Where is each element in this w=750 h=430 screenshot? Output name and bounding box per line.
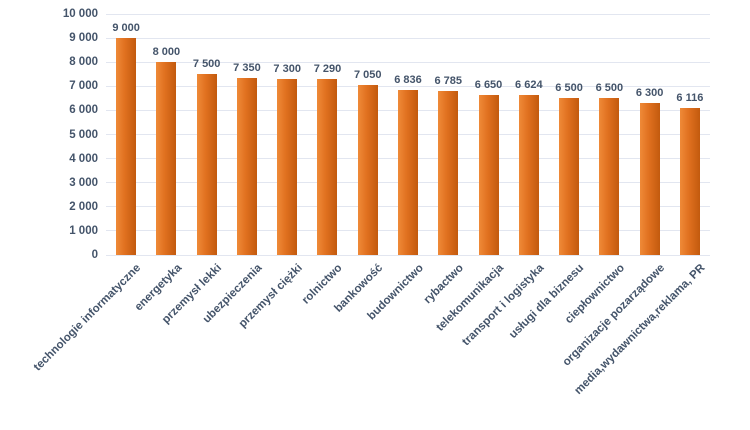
bar [679, 107, 700, 255]
bar [398, 90, 418, 255]
bar [438, 91, 459, 255]
bar [357, 85, 378, 255]
bar-value-label: 6 500 [555, 82, 583, 95]
bar-value-label: 6 785 [434, 75, 463, 88]
bar [518, 95, 539, 255]
bar [478, 94, 499, 255]
x-axis-category-label: usługi dla biznesu [507, 262, 587, 341]
bar-value-label: 6 116 [676, 91, 704, 104]
bar [277, 79, 298, 255]
bar [156, 62, 177, 255]
bar [559, 98, 580, 255]
bar-value-label: 6 624 [515, 79, 543, 92]
gridline [106, 254, 710, 256]
y-axis-tick-label: 9 000 [69, 32, 98, 45]
gridline [106, 37, 710, 39]
bar-value-label: 8 000 [152, 46, 181, 59]
bar-value-label: 6 300 [635, 87, 664, 100]
bar [639, 103, 660, 255]
bar-value-label: 7 290 [313, 63, 342, 76]
y-axis-tick-label: 10 000 [62, 8, 98, 20]
x-axis-category-label: technologie informatyczne [32, 262, 144, 374]
y-axis-tick-label: 3 000 [69, 176, 98, 189]
bar-value-label: 7 300 [273, 63, 301, 76]
y-axis-tick-label: 8 000 [69, 56, 98, 69]
bar-value-label: 6 836 [394, 74, 422, 87]
bar-value-label: 6 650 [474, 78, 503, 91]
y-axis-tick-label: 0 [91, 249, 98, 261]
bar [236, 77, 257, 255]
bar [599, 98, 620, 255]
bar [317, 79, 338, 255]
bar-value-label: 9 000 [112, 22, 140, 35]
y-axis-tick-label: 6 000 [69, 104, 98, 117]
bar-value-label: 7 350 [233, 61, 261, 74]
gridline [106, 61, 710, 63]
gridline [106, 13, 710, 15]
bar [196, 74, 217, 255]
bar-value-label: 6 500 [595, 82, 624, 95]
y-axis-tick-label: 5 000 [69, 128, 98, 141]
y-axis-tick-label: 7 000 [69, 80, 98, 93]
bar-value-label: 7 500 [192, 58, 221, 71]
bar [116, 38, 137, 255]
y-axis-tick-label: 4 000 [69, 152, 98, 165]
y-axis-tick-label: 1 000 [69, 224, 98, 237]
gridline [106, 85, 710, 87]
y-axis-tick-label: 2 000 [69, 200, 98, 213]
bar-value-label: 7 050 [353, 69, 382, 82]
